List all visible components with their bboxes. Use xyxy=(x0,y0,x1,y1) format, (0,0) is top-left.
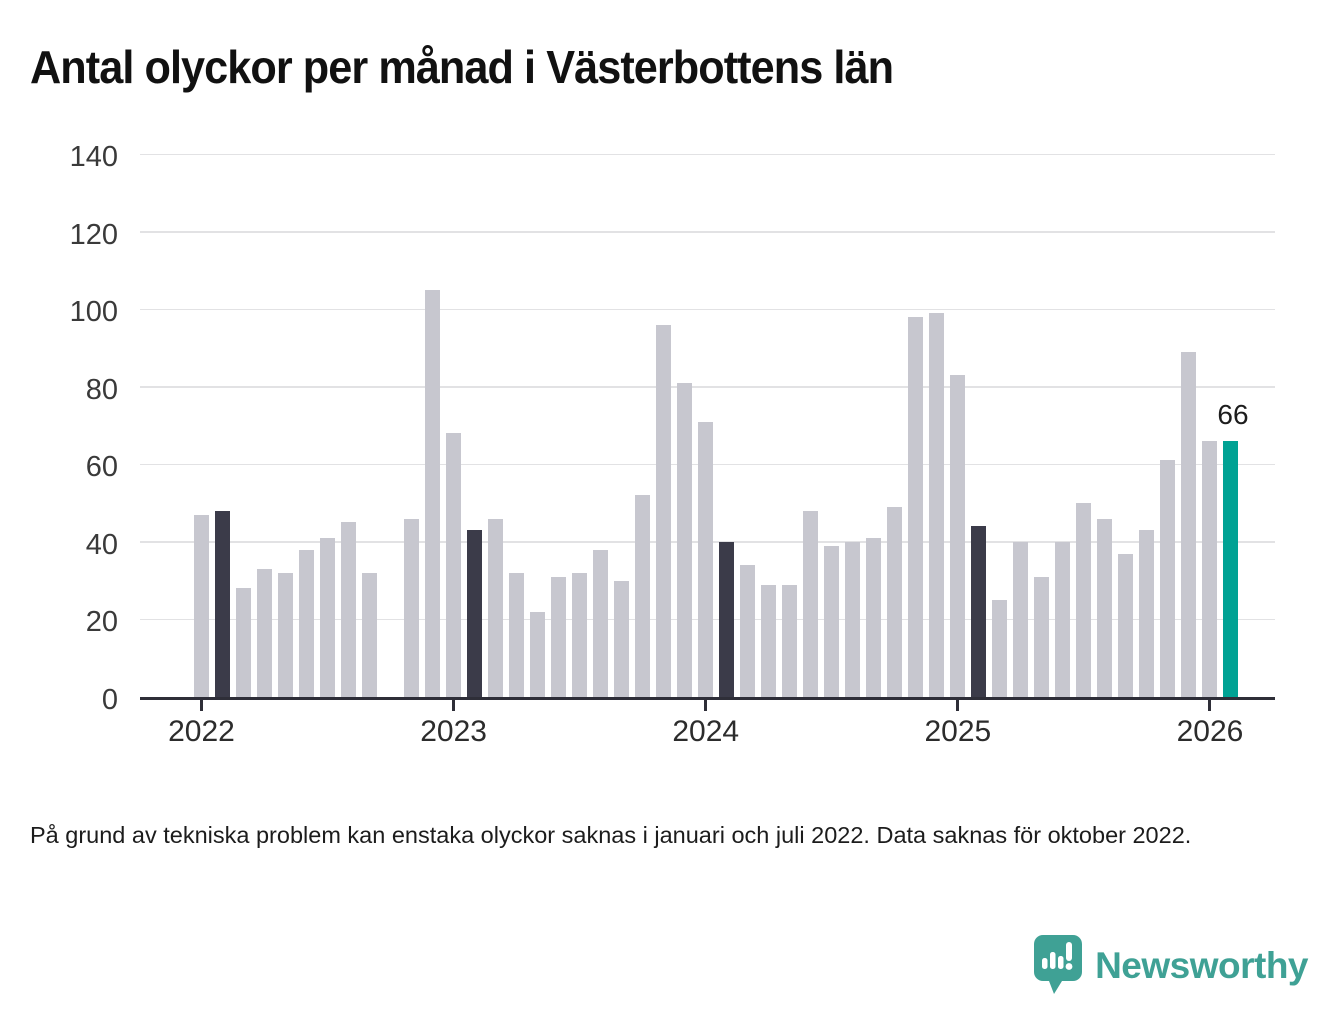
bar-2025-06 xyxy=(1055,541,1071,697)
bar-2022-05 xyxy=(278,572,294,697)
bar-2025-08 xyxy=(1097,518,1113,697)
bar-2026-02 xyxy=(1223,441,1239,697)
gridline-y-100 xyxy=(140,308,1275,311)
x-tick-2024 xyxy=(704,700,708,711)
bar-2022-04 xyxy=(257,569,273,697)
bar-2023-12 xyxy=(677,382,693,697)
bar-2024-08 xyxy=(845,541,861,697)
bar-2023-01 xyxy=(446,433,462,697)
bar-2025-09 xyxy=(1118,553,1134,697)
bar-2025-03 xyxy=(992,600,1008,697)
bar-2023-09 xyxy=(614,580,630,697)
chart-area: 66 2022 2023 2024 2025 2026 0 20 40 60 80 100 120 1… xyxy=(0,137,1340,777)
x-tick-2026 xyxy=(1208,700,1212,711)
bar-2023-03 xyxy=(488,518,504,697)
bar-2025-07 xyxy=(1076,503,1092,697)
x-axis-label-2026: 2026 xyxy=(1176,715,1244,748)
bar-2025-04 xyxy=(1013,541,1029,697)
bar-2025-02 xyxy=(971,526,987,697)
bar-2023-07 xyxy=(572,572,588,697)
y-axis-label-0: 0 xyxy=(101,684,118,716)
gridline-y-80 xyxy=(140,386,1275,388)
bar-2024-02 xyxy=(719,541,735,697)
bar-2025-12 xyxy=(1181,351,1197,697)
bar-2023-04 xyxy=(509,572,525,697)
y-axis-label-100: 100 xyxy=(69,296,118,329)
bar-2022-08 xyxy=(341,522,357,697)
bar-2022-01 xyxy=(194,514,209,697)
bar-2024-06 xyxy=(803,510,819,697)
bar-2023-10 xyxy=(635,495,651,697)
newsworthy-logo-icon xyxy=(1034,935,1083,994)
bar-2026-01 xyxy=(1202,441,1218,697)
newsworthy-logo: Newsworthy xyxy=(1033,934,1308,998)
gridline-y-140 xyxy=(140,153,1275,155)
bar-2022-06 xyxy=(299,549,315,697)
bar-2024-07 xyxy=(824,545,840,697)
bar-2022-12 xyxy=(425,289,441,697)
y-axis-label-80: 80 xyxy=(85,373,118,406)
x-tick-2025 xyxy=(956,700,960,711)
bar-2023-05 xyxy=(530,611,546,697)
y-axis-label-60: 60 xyxy=(85,451,118,484)
bar-2023-11 xyxy=(656,324,672,697)
last-value-label: 66 xyxy=(1217,399,1249,431)
bar-2024-03 xyxy=(740,565,756,697)
bar-2022-09 xyxy=(362,572,378,697)
bar-2023-02 xyxy=(467,530,483,697)
bar-2024-09 xyxy=(866,537,882,697)
gridline-y-120 xyxy=(140,231,1275,233)
bar-2024-10 xyxy=(887,506,903,697)
chart-title: Antal olyckor per månad i Västerbottens … xyxy=(30,41,894,93)
x-axis-label-2024: 2024 xyxy=(672,715,740,748)
x-axis-label-2022: 2022 xyxy=(168,715,235,748)
plot-area: 66 xyxy=(140,153,1275,700)
y-axis-label-20: 20 xyxy=(85,606,118,639)
bar-2025-05 xyxy=(1034,576,1050,697)
bar-2022-11 xyxy=(404,518,420,697)
x-tick-2022 xyxy=(200,700,203,711)
bar-2024-12 xyxy=(929,313,945,697)
y-axis-label-140: 140 xyxy=(69,141,118,173)
bar-2023-08 xyxy=(593,549,609,697)
x-axis-label-2025: 2025 xyxy=(924,715,992,748)
bar-2025-10 xyxy=(1139,530,1155,697)
x-axis-label-2023: 2023 xyxy=(420,715,487,748)
bar-2022-07 xyxy=(320,537,336,697)
bar-2025-01 xyxy=(950,375,966,697)
bar-2025-11 xyxy=(1160,460,1176,697)
newsworthy-logo-text: Newsworthy xyxy=(1095,945,1308,986)
bar-2024-05 xyxy=(782,584,798,697)
bar-2024-11 xyxy=(908,316,924,697)
y-axis-label-40: 40 xyxy=(85,528,118,561)
x-tick-2023 xyxy=(452,700,456,711)
bar-2022-02 xyxy=(215,510,230,697)
bar-2024-01 xyxy=(698,421,714,697)
bar-2023-06 xyxy=(551,576,567,697)
footnote: På grund av tekniska problem kan enstaka… xyxy=(30,822,1192,848)
bar-2024-04 xyxy=(761,584,777,697)
y-axis-label-120: 120 xyxy=(69,218,118,251)
bar-2022-03 xyxy=(236,588,252,697)
